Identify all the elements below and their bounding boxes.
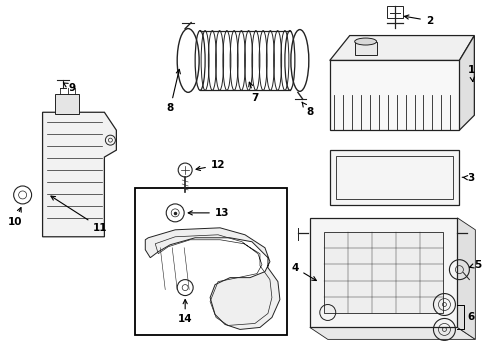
Ellipse shape: [355, 38, 377, 45]
Polygon shape: [145, 228, 280, 329]
Text: 13: 13: [188, 208, 229, 218]
Text: 11: 11: [51, 196, 108, 233]
Text: 2: 2: [405, 15, 433, 26]
Bar: [330, 150, 460, 205]
Text: 5: 5: [469, 260, 481, 270]
Text: 14: 14: [178, 300, 193, 324]
Polygon shape: [43, 112, 116, 237]
Text: 7: 7: [249, 82, 259, 103]
Polygon shape: [460, 36, 474, 130]
Polygon shape: [330, 36, 474, 60]
Bar: [324, 232, 443, 314]
Text: 3: 3: [462, 173, 475, 183]
Text: 6: 6: [467, 312, 475, 323]
Text: 8: 8: [167, 69, 180, 113]
Bar: [54, 94, 79, 114]
Bar: [387, 6, 403, 18]
Bar: [336, 156, 453, 199]
Polygon shape: [457, 218, 475, 339]
Text: 9: 9: [63, 83, 76, 93]
Polygon shape: [330, 60, 460, 130]
Bar: [355, 41, 377, 55]
Text: 8: 8: [302, 102, 314, 117]
Bar: [135, 188, 287, 336]
Text: 1: 1: [468, 66, 475, 81]
Text: 4: 4: [291, 263, 317, 280]
Text: 12: 12: [196, 160, 225, 171]
Bar: [310, 218, 457, 328]
Text: 10: 10: [7, 208, 22, 227]
Polygon shape: [310, 328, 475, 339]
